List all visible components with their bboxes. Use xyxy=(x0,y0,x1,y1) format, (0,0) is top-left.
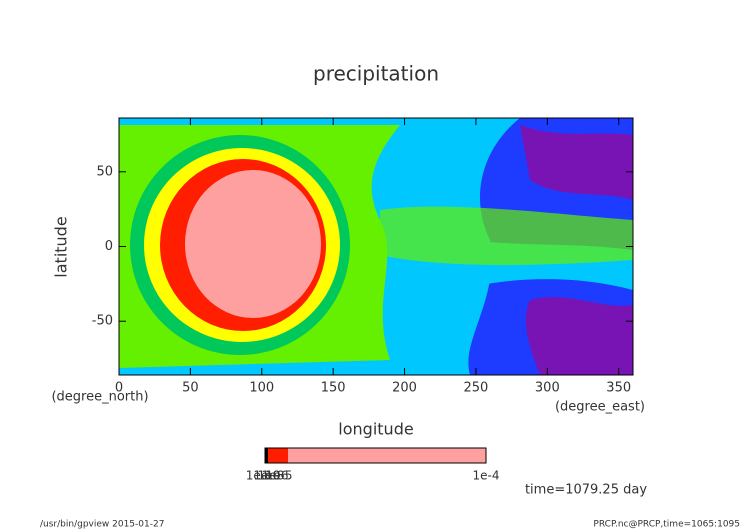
colorbar-label: 1e-4 xyxy=(473,469,500,483)
x-tick-label: 100 xyxy=(249,381,274,396)
colorbar-label: 1e-6 xyxy=(262,469,289,483)
y-tick-label: 0 xyxy=(105,239,113,254)
x-tick-label: 200 xyxy=(392,381,417,396)
colorbar-label: 1e-8 xyxy=(258,469,285,483)
x-units: (degree_east) xyxy=(555,400,645,415)
x-tick-label: 150 xyxy=(321,381,346,396)
x-tick-label: 0 xyxy=(115,381,123,396)
colorbar-label: 1e-9 xyxy=(254,469,281,483)
time-label: time=1079.25 day xyxy=(525,483,647,498)
y-axis-label: latitude xyxy=(52,216,71,277)
y-tick-label: -50 xyxy=(92,314,113,329)
colorbar xyxy=(264,447,487,464)
x-tick-label: 250 xyxy=(464,381,489,396)
footer-left: /usr/bin/gpview 2015-01-27 xyxy=(40,520,164,530)
x-tick-label: 300 xyxy=(535,381,560,396)
y-tick-label: 50 xyxy=(96,164,113,179)
chart-title: precipitation xyxy=(313,62,439,86)
x-tick-label: 50 xyxy=(182,381,199,396)
contour-field xyxy=(119,118,633,375)
y-units: (degree_north) xyxy=(51,390,148,405)
x-axis-label: longitude xyxy=(338,420,413,439)
colorbar-label: 1e-5 xyxy=(266,469,293,483)
x-tick-label: 350 xyxy=(606,381,631,396)
colorbar-label: 1e-10 xyxy=(246,469,281,483)
footer-right: PRCP.nc@PRCP,time=1065:1095 xyxy=(593,520,740,530)
